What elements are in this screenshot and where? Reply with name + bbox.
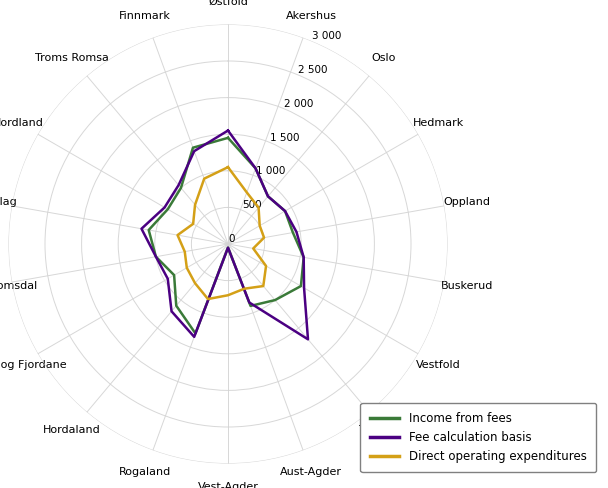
Legend: Income from fees, Fee calculation basis, Direct operating expenditures: Income from fees, Fee calculation basis,… [361,403,596,472]
